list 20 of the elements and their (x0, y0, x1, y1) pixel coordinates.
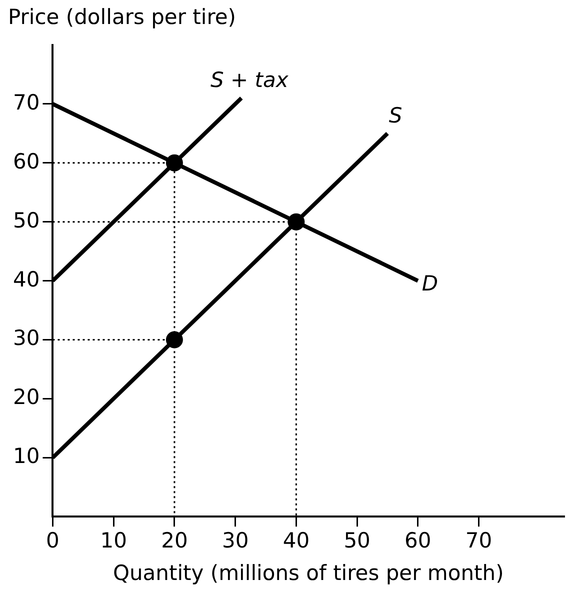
x-tick-label: 70 (465, 528, 492, 553)
y-tick-label: 70 (12, 90, 40, 114)
series-label: S (388, 103, 402, 128)
series-label: D (422, 271, 438, 296)
series-label: S + tax (210, 68, 289, 92)
x-tick-label: 60 (404, 528, 432, 553)
y-tick-label: 50 (12, 208, 40, 232)
x-tick-label: 20 (161, 528, 188, 553)
x-tick-label: 10 (100, 528, 127, 553)
y-axis-title: Price (dollars per tire) (8, 4, 236, 29)
y-tick-label: 40 (12, 267, 40, 292)
x-tick-label: 40 (282, 528, 310, 553)
x-tick-label: 50 (344, 528, 370, 553)
y-tick-label: 30 (12, 326, 40, 350)
x-tick-label: 30 (222, 528, 249, 553)
x-axis-title: Quantity (millions of tires per month) (112, 560, 504, 585)
y-tick-label: 10 (12, 444, 40, 468)
y-tick-label: 20 (12, 385, 40, 410)
y-tick-label: 60 (12, 149, 40, 174)
x-tick-label: 0 (46, 528, 60, 553)
